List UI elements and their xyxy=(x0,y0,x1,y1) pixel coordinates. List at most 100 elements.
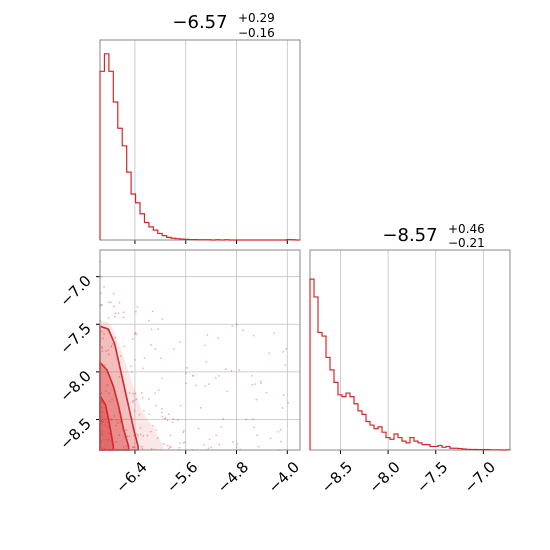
scatter-point xyxy=(135,333,138,336)
scatter-point xyxy=(214,377,217,379)
scatter-point xyxy=(280,440,282,443)
scatter-point xyxy=(139,427,142,429)
scatter-point xyxy=(183,429,185,432)
scatter-point xyxy=(101,402,103,404)
scatter-point xyxy=(100,275,102,278)
scatter-point xyxy=(110,301,112,304)
scatter-point xyxy=(238,369,241,372)
scatter-point xyxy=(132,399,135,402)
scatter-point xyxy=(155,429,158,431)
scatter-point xyxy=(279,428,282,431)
scatter-point xyxy=(103,333,105,335)
scatter-point xyxy=(131,338,134,341)
scatter-point xyxy=(177,418,180,421)
scatter-point xyxy=(168,445,171,448)
scatter-point xyxy=(107,353,110,356)
scatter-point xyxy=(133,333,136,336)
scatter-point xyxy=(254,383,256,385)
scatter-point xyxy=(207,447,210,450)
axes-frame xyxy=(309,249,511,451)
scatter-point xyxy=(119,420,121,423)
scatter-point xyxy=(186,366,189,369)
scatter-point xyxy=(255,398,258,401)
x-tick-label: −8.0 xyxy=(365,458,403,496)
histogram-y-title: −8.57 xyxy=(382,225,437,246)
axes-frame xyxy=(99,249,301,451)
scatter-point xyxy=(123,345,126,348)
scatter-point xyxy=(115,419,118,422)
scatter-point xyxy=(154,348,157,350)
scatter-point xyxy=(231,441,234,443)
scatter-point xyxy=(146,434,149,437)
scatter-point xyxy=(172,348,175,350)
scatter-point xyxy=(178,446,181,449)
scatter-point xyxy=(132,392,135,395)
scatter-point xyxy=(132,446,134,448)
scatter-point xyxy=(101,345,104,348)
scatter-point xyxy=(104,390,107,392)
scatter-point xyxy=(131,446,134,449)
scatter-point xyxy=(143,410,145,412)
scatter-point xyxy=(166,444,169,447)
scatter-point xyxy=(148,398,150,400)
scatter-point xyxy=(139,433,142,436)
scatter-point xyxy=(192,375,194,377)
histogram-x-title-plus: +0.29 xyxy=(238,11,275,25)
scatter-point xyxy=(112,292,115,295)
scatter-point xyxy=(140,392,143,394)
scatter-point xyxy=(252,418,255,421)
scatter-point xyxy=(256,434,259,437)
histogram-panel-x: −6.57 +0.29−0.16 xyxy=(99,11,301,244)
scatter-point xyxy=(231,325,234,327)
scatter-point xyxy=(282,394,285,396)
scatter-point xyxy=(100,392,103,395)
scatter-point xyxy=(230,369,233,372)
scatter-point xyxy=(140,445,143,448)
scatter-point xyxy=(101,433,104,436)
scatter-point xyxy=(161,407,163,410)
scatter-point xyxy=(133,358,136,361)
scatter-point xyxy=(235,446,238,449)
scatter-point xyxy=(114,312,117,315)
scatter-point xyxy=(182,431,185,434)
scatter-point xyxy=(268,352,271,355)
scatter-point xyxy=(102,337,105,340)
scatter-point xyxy=(150,344,152,346)
scatter-point xyxy=(116,422,119,425)
scatter-point xyxy=(226,390,229,393)
scatter-point xyxy=(107,392,110,395)
scatter-point xyxy=(160,377,163,380)
scatter-point xyxy=(192,374,195,377)
scatter-point xyxy=(224,368,227,371)
y-tick-label: −7.0 xyxy=(56,272,94,310)
scatter-point xyxy=(242,329,244,332)
scatter-point xyxy=(164,417,167,419)
scatter-point xyxy=(125,429,128,431)
scatter-point xyxy=(204,344,207,347)
scatter-point xyxy=(122,445,125,448)
scatter-point xyxy=(222,418,225,420)
scatter-point xyxy=(208,438,211,441)
scatter-point xyxy=(100,431,103,433)
scatter-point xyxy=(169,446,172,449)
scatter-point xyxy=(218,374,221,377)
density-contour xyxy=(99,325,139,451)
scatter-point xyxy=(137,434,140,437)
y-tick-label: −8.0 xyxy=(56,367,94,405)
scatter-point xyxy=(111,399,114,401)
scatter-point xyxy=(101,410,103,413)
scatter-point xyxy=(115,440,118,443)
scatter-point xyxy=(114,424,117,427)
scatter-point xyxy=(206,333,209,336)
scatter-point xyxy=(122,316,125,319)
scatter-point xyxy=(134,392,137,395)
x-tick-label: −4.8 xyxy=(214,458,252,496)
scatter-point xyxy=(215,434,218,437)
scatter-point xyxy=(179,341,182,343)
scatter-point xyxy=(182,442,185,444)
scatter-point xyxy=(204,384,207,387)
scatter-point xyxy=(138,413,141,416)
scatter-point xyxy=(103,285,105,288)
scatter-point xyxy=(110,419,113,422)
scatter-point xyxy=(113,315,116,318)
